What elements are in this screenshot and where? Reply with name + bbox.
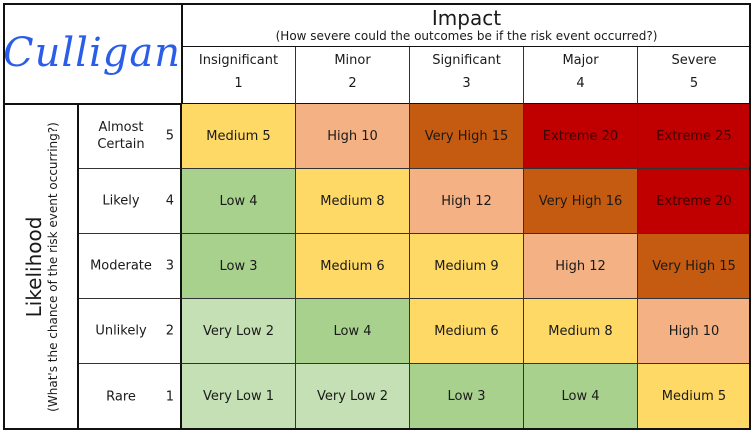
likelihood-row-value: 4 — [165, 193, 174, 209]
risk-cell: Medium 6 — [410, 299, 524, 364]
impact-column-value: 2 — [348, 76, 357, 91]
risk-cell: Medium 8 — [524, 299, 638, 364]
risk-cell: Low 4 — [182, 169, 296, 234]
likelihood-row-header: Unlikely 2 — [79, 299, 182, 364]
likelihood-row-name: Likely — [102, 193, 140, 209]
risk-cell: Very High 16 — [524, 169, 638, 234]
risk-cell: Low 3 — [182, 234, 296, 299]
likelihood-row-header: Almost Certain 5 — [79, 104, 182, 169]
impact-column-value: 4 — [576, 76, 585, 91]
impact-column-name: Insignificant — [198, 53, 279, 68]
risk-cell: Very High 15 — [410, 104, 524, 169]
likelihood-row-header: Moderate 3 — [79, 234, 182, 299]
impact-column-value: 3 — [462, 76, 471, 91]
likelihood-row-value: 1 — [165, 389, 174, 404]
risk-cell: Medium 8 — [296, 169, 410, 234]
impact-title: Impact — [431, 6, 502, 30]
risk-cell: Extreme 25 — [638, 104, 751, 169]
risk-cell: High 12 — [524, 234, 638, 299]
risk-cell: Low 4 — [296, 299, 410, 364]
impact-column-name: Significant — [432, 53, 501, 68]
likelihood-row-value: 5 — [165, 128, 174, 144]
impact-header: Impact (How severe could the outcomes be… — [182, 3, 751, 47]
risk-cell: Medium 6 — [296, 234, 410, 299]
risk-cell: Very High 15 — [638, 234, 751, 299]
likelihood-row-name: Rare — [106, 389, 136, 404]
likelihood-row-value: 2 — [165, 323, 174, 339]
likelihood-row-header: Likely 4 — [79, 169, 182, 234]
impact-column-value: 5 — [689, 76, 699, 91]
likelihood-row-name: Moderate — [90, 258, 152, 274]
risk-cell: Very Low 2 — [182, 299, 296, 364]
risk-cell: Very Low 2 — [296, 364, 410, 430]
matrix-frame — [3, 3, 751, 430]
risk-cell: Medium 5 — [182, 104, 296, 169]
risk-cell: Low 3 — [410, 364, 524, 430]
risk-cell: Low 4 — [524, 364, 638, 430]
risk-cell: High 10 — [296, 104, 410, 169]
impact-column-value: 1 — [234, 76, 243, 91]
likelihood-header: Likelihood (What's the chance of the ris… — [3, 104, 79, 430]
logo-text: Culligan — [3, 30, 181, 76]
impact-column-name: Severe — [671, 53, 717, 68]
impact-column-name: Minor — [334, 53, 371, 68]
likelihood-row-name: Unlikely — [95, 323, 147, 339]
risk-cell: High 12 — [410, 169, 524, 234]
likelihood-row-name: Almost Certain — [97, 120, 145, 152]
likelihood-row-value: 3 — [165, 258, 174, 274]
risk-cell: Very Low 1 — [182, 364, 296, 430]
risk-cell: Medium 9 — [410, 234, 524, 299]
risk-cell: Extreme 20 — [638, 169, 751, 234]
impact-subtitle: (How severe could the outcomes be if the… — [275, 29, 658, 43]
risk-cell: Extreme 20 — [524, 104, 638, 169]
culligan-logo: Culligan — [3, 3, 183, 105]
risk-cell: Medium 5 — [638, 364, 751, 430]
impact-column-name: Major — [562, 53, 599, 68]
